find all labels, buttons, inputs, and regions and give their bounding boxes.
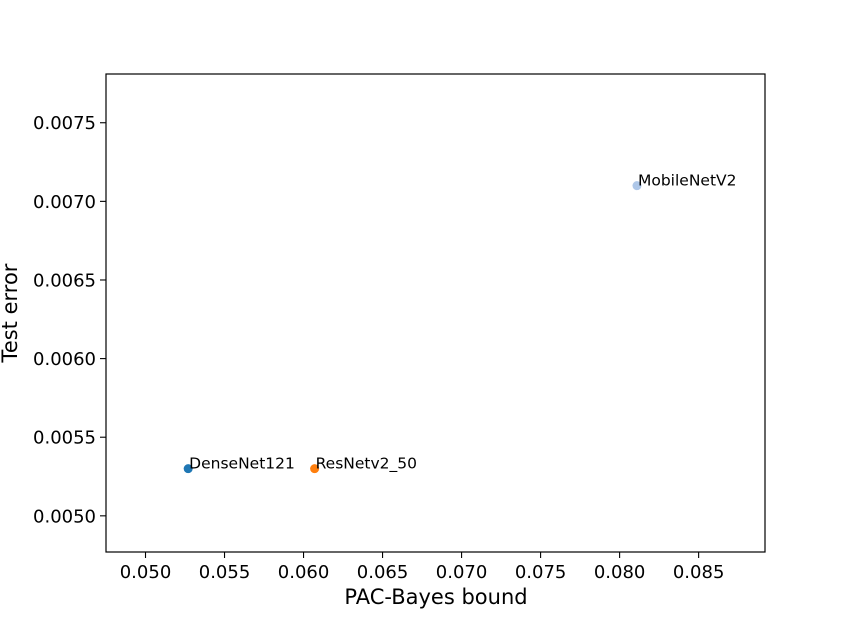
x-tick-label: 0.085 bbox=[673, 562, 725, 583]
scatter-point bbox=[183, 464, 193, 474]
scatter-point bbox=[632, 181, 642, 191]
point-label: ResNetv2_50 bbox=[316, 455, 417, 474]
x-tick-label: 0.065 bbox=[357, 562, 409, 583]
x-tick-label: 0.075 bbox=[515, 562, 567, 583]
y-tick-label: 0.0075 bbox=[33, 113, 96, 134]
x-axis-label: PAC-Bayes bound bbox=[344, 585, 527, 609]
y-tick-label: 0.0070 bbox=[33, 192, 96, 213]
point-label: DenseNet121 bbox=[189, 455, 295, 473]
point-label: MobileNetV2 bbox=[638, 172, 737, 190]
x-tick-label: 0.080 bbox=[594, 562, 646, 583]
x-tick-label: 0.050 bbox=[120, 562, 172, 583]
axes-frame bbox=[105, 73, 766, 553]
y-tick-label: 0.0065 bbox=[33, 270, 96, 291]
scatter-point bbox=[310, 464, 320, 474]
y-tick-label: 0.0060 bbox=[33, 349, 96, 370]
y-tick-label: 0.0055 bbox=[33, 428, 96, 449]
x-tick-label: 0.055 bbox=[199, 562, 251, 583]
x-tick-label: 0.060 bbox=[278, 562, 330, 583]
x-tick-label: 0.070 bbox=[436, 562, 488, 583]
y-tick-label: 0.0050 bbox=[33, 506, 96, 527]
plot-area: 0.050 0.055 0.060 0.065 0.070 0.075 0.080 0.085… bbox=[33, 73, 766, 583]
y-axis-label: Test error bbox=[0, 263, 22, 363]
